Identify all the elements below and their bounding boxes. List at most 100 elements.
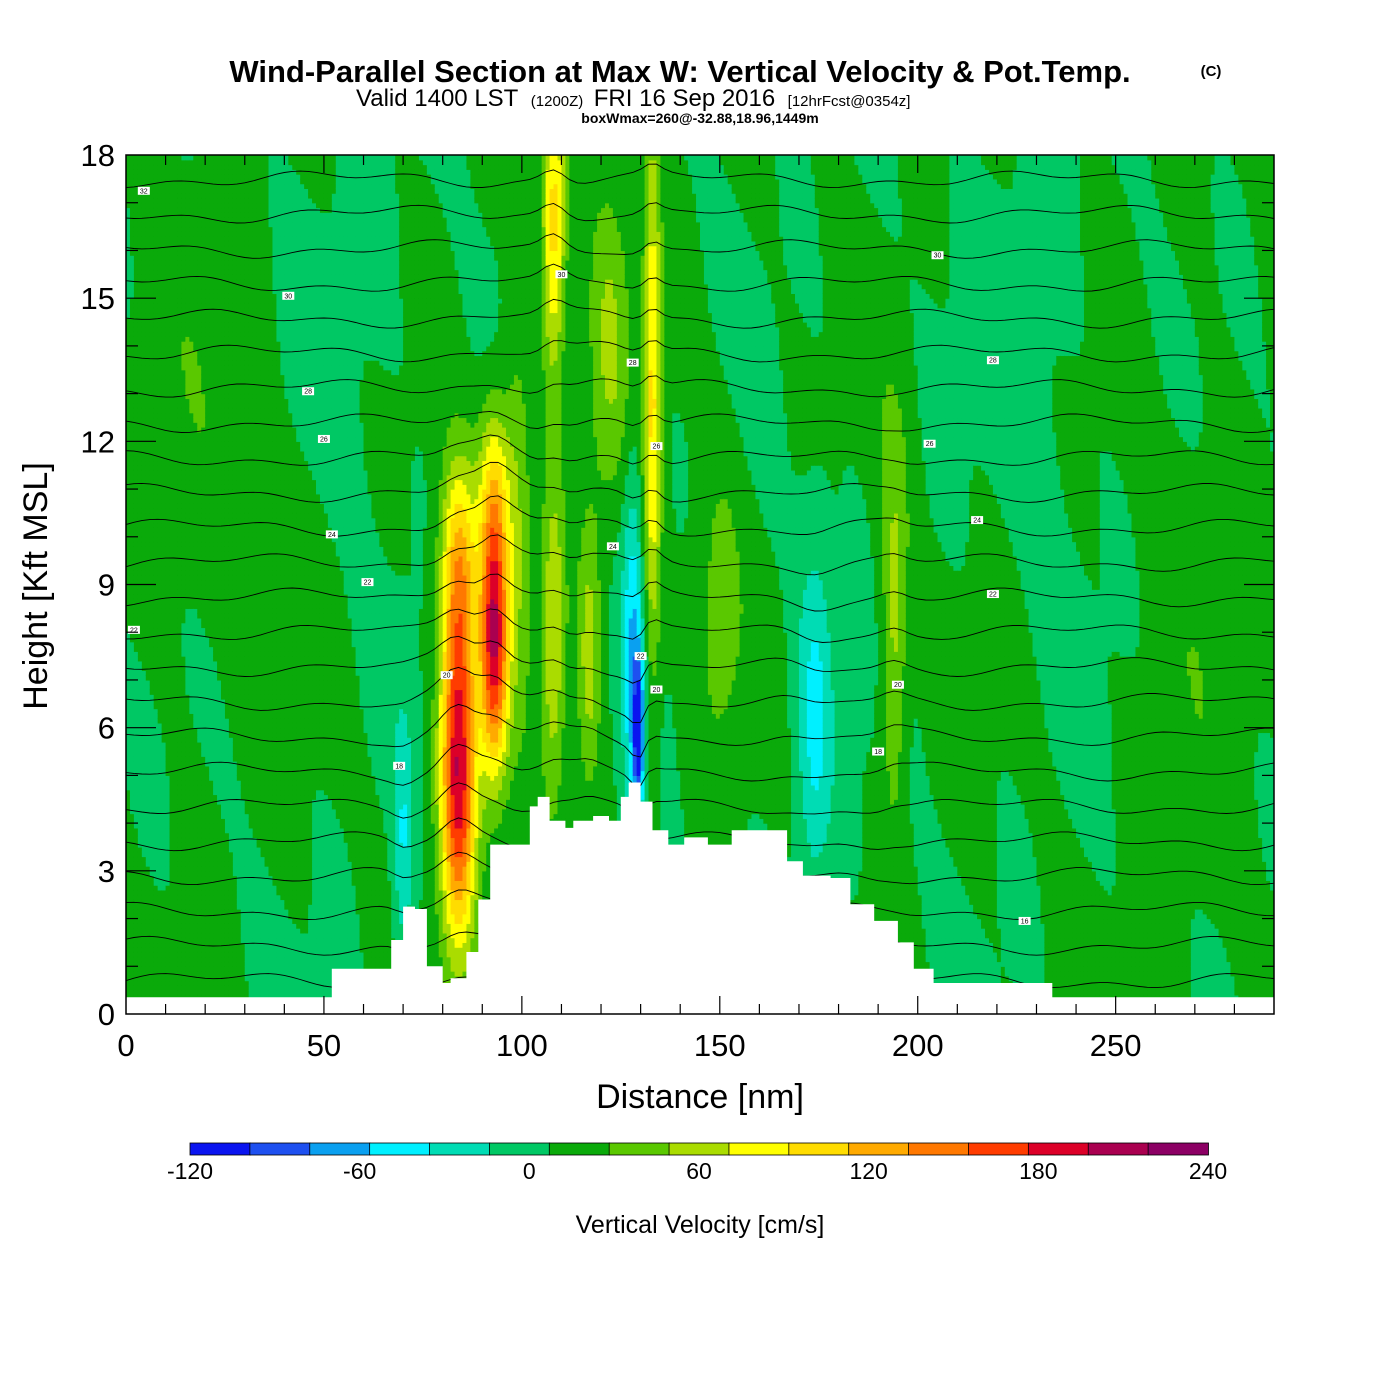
- velocity-cell: [193, 894, 198, 901]
- velocity-cell: [224, 412, 230, 419]
- velocity-cell: [161, 956, 167, 963]
- velocity-cell: [161, 169, 167, 175]
- velocity-cell: [165, 360, 171, 366]
- velocity-cell: [201, 217, 206, 223]
- velocity-cell: [153, 584, 159, 590]
- velocity-cell: [181, 536, 186, 543]
- velocity-cell: [185, 885, 190, 891]
- velocity-cell: [133, 918, 139, 924]
- velocity-cell: [181, 322, 186, 328]
- velocity-cell: [213, 393, 218, 399]
- velocity-cell: [161, 780, 167, 786]
- velocity-cell: [228, 584, 234, 590]
- velocity-cell: [149, 364, 155, 371]
- velocity-cell: [177, 689, 183, 695]
- velocity-cell: [149, 808, 155, 815]
- velocity-cell: [165, 932, 171, 939]
- velocity-cell: [221, 679, 226, 686]
- velocity-cell: [185, 980, 190, 986]
- velocity-cell: [209, 479, 214, 485]
- velocity-cell: [129, 422, 135, 428]
- velocity-cell: [228, 928, 234, 934]
- velocity-cell: [149, 928, 155, 934]
- velocity-cell: [173, 608, 179, 614]
- velocity-cell: [169, 498, 175, 504]
- velocity-cell: [133, 369, 139, 376]
- velocity-cell: [221, 293, 226, 299]
- velocity-cell: [165, 784, 171, 791]
- velocity-cell: [181, 360, 186, 366]
- velocity-cell: [209, 627, 214, 633]
- velocity-cell: [177, 364, 183, 371]
- velocity-cell: [133, 875, 139, 881]
- velocity-cell: [221, 570, 226, 576]
- velocity-cell: [193, 923, 198, 929]
- velocity-cell: [224, 484, 230, 490]
- velocity-cell: [177, 465, 183, 471]
- velocity-cell: [177, 446, 183, 452]
- velocity-cell: [224, 818, 230, 824]
- velocity-cell: [149, 756, 155, 762]
- velocity-cell: [141, 212, 147, 218]
- velocity-cell: [201, 264, 206, 271]
- velocity-cell: [129, 851, 135, 858]
- velocity-cell: [217, 885, 222, 891]
- velocity-cell: [217, 479, 222, 485]
- velocity-cell: [149, 866, 155, 872]
- velocity-cell: [149, 188, 155, 194]
- velocity-cell: [169, 608, 175, 614]
- velocity-cell: [149, 770, 155, 776]
- velocity-cell: [153, 274, 159, 280]
- velocity-cell: [153, 193, 159, 199]
- velocity-cell: [137, 264, 143, 271]
- velocity-cell: [197, 808, 202, 815]
- velocity-cell: [193, 703, 198, 710]
- velocity-cell: [224, 889, 230, 896]
- velocity-cell: [169, 164, 175, 170]
- velocity-cell: [157, 312, 163, 318]
- velocity-cell: [126, 703, 131, 710]
- velocity-cell: [173, 202, 179, 209]
- velocity-cell: [201, 221, 206, 228]
- velocity-cell: [217, 364, 222, 371]
- velocity-cell: [145, 479, 151, 485]
- velocity-cell: [201, 183, 206, 189]
- velocity-cell: [153, 555, 159, 562]
- velocity-cell: [221, 193, 226, 199]
- velocity-cell: [201, 360, 206, 366]
- velocity-cell: [141, 813, 147, 819]
- velocity-cell: [197, 679, 202, 686]
- velocity-cell: [193, 775, 198, 781]
- velocity-cell: [197, 183, 202, 189]
- velocity-cell: [126, 298, 131, 304]
- velocity-cell: [189, 474, 194, 481]
- velocity-cell: [201, 617, 206, 624]
- velocity-cell: [228, 947, 234, 953]
- velocity-cell: [189, 546, 194, 552]
- velocity-cell: [224, 183, 230, 189]
- velocity-cell: [141, 336, 147, 342]
- velocity-cell: [173, 532, 179, 538]
- velocity-cell: [177, 603, 183, 609]
- velocity-cell: [133, 641, 139, 648]
- velocity-cell: [129, 512, 135, 519]
- velocity-cell: [201, 765, 206, 772]
- velocity-cell: [209, 632, 214, 638]
- velocity-cell: [145, 861, 151, 867]
- velocity-cell: [185, 307, 190, 314]
- velocity-cell: [228, 536, 234, 543]
- velocity-cell: [213, 293, 218, 299]
- velocity-cell: [129, 283, 135, 290]
- velocity-cell: [133, 837, 139, 843]
- velocity-cell: [137, 980, 143, 986]
- velocity-cell: [165, 846, 171, 853]
- velocity-cell: [232, 951, 238, 958]
- velocity-cell: [141, 909, 147, 915]
- velocity-cell: [189, 174, 194, 180]
- velocity-cell: [221, 522, 226, 528]
- velocity-cell: [141, 932, 147, 939]
- velocity-cell: [141, 861, 147, 867]
- velocity-cell: [157, 279, 163, 285]
- velocity-cell: [126, 603, 131, 609]
- velocity-cell: [161, 188, 167, 194]
